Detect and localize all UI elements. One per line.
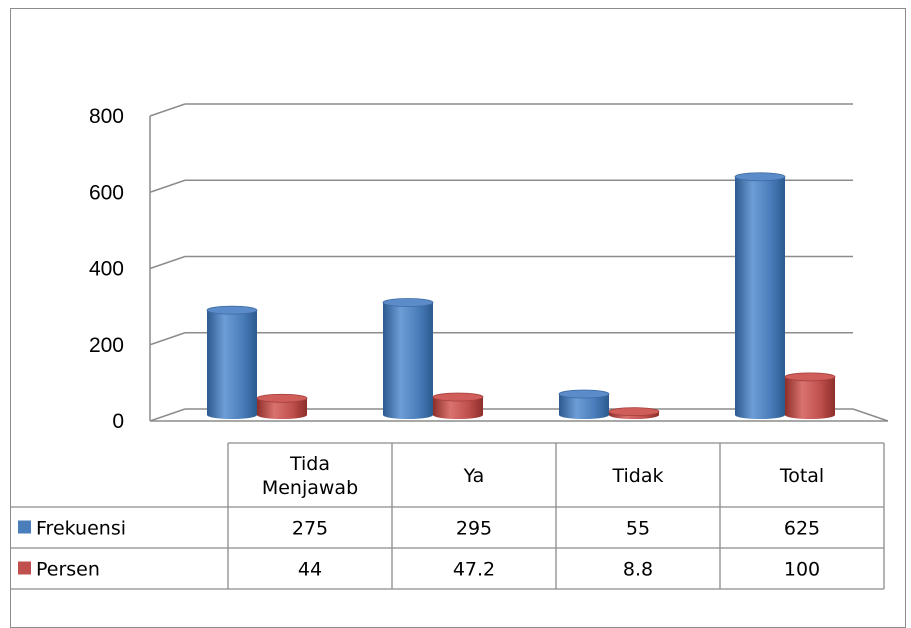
bar-persen-3 bbox=[784, 372, 836, 419]
y-tick-label: 600 bbox=[89, 181, 124, 204]
data-label: 8.8 bbox=[623, 559, 653, 581]
gridline-slant bbox=[149, 255, 186, 270]
gridline-slant bbox=[149, 408, 186, 422]
y-axis-ticks: 0 200 400 600 800 bbox=[89, 105, 124, 433]
bar-top bbox=[256, 393, 308, 403]
bar-body bbox=[735, 176, 785, 419]
legend-key-frekuensi bbox=[18, 520, 31, 534]
bar-body bbox=[383, 302, 433, 419]
data-label: 47.2 bbox=[453, 559, 495, 581]
bar-persen-0 bbox=[256, 393, 308, 419]
category-label: Tida bbox=[289, 453, 330, 475]
y-tick-label: 800 bbox=[89, 105, 124, 128]
bar-top bbox=[432, 392, 484, 402]
gridline-slant bbox=[149, 103, 186, 117]
bar-frekuensi-2 bbox=[558, 389, 610, 419]
bar-top bbox=[608, 407, 660, 417]
bar-top bbox=[382, 298, 434, 307]
y-tick-label: 200 bbox=[89, 334, 124, 357]
bar-top bbox=[558, 389, 610, 399]
bar-persen-2 bbox=[608, 407, 660, 419]
bar-top bbox=[206, 305, 258, 315]
bar-persen-1 bbox=[432, 392, 484, 419]
category-label: Menjawab bbox=[262, 477, 358, 499]
legend-key-persen bbox=[18, 561, 31, 575]
floor-right-edge bbox=[852, 408, 889, 422]
legend-label: Frekuensi bbox=[36, 518, 126, 540]
bar-top bbox=[784, 372, 836, 382]
data-label: 100 bbox=[784, 559, 820, 581]
legend-label: Persen bbox=[36, 559, 100, 581]
y-tick-label: 400 bbox=[89, 258, 124, 281]
bar-frekuensi-1 bbox=[382, 298, 434, 419]
bar-frekuensi-0 bbox=[206, 305, 258, 419]
bar-frekuensi-3 bbox=[734, 172, 786, 419]
gridline-slant bbox=[149, 332, 186, 346]
category-label: Ya bbox=[463, 465, 485, 487]
category-label: Tidak bbox=[611, 465, 663, 487]
data-label: 44 bbox=[298, 559, 322, 581]
gridline-slant bbox=[149, 179, 186, 193]
bar-body bbox=[207, 310, 257, 419]
bar-body bbox=[785, 376, 835, 419]
bar-body bbox=[433, 397, 483, 419]
bar-body bbox=[257, 398, 307, 419]
category-label: Total bbox=[779, 465, 824, 487]
bars bbox=[206, 172, 836, 419]
data-label: 275 bbox=[292, 518, 328, 540]
bar-top bbox=[734, 172, 786, 182]
data-label: 295 bbox=[456, 518, 492, 540]
data-label: 55 bbox=[626, 518, 650, 540]
bar-body bbox=[559, 394, 609, 419]
y-tick-label: 0 bbox=[112, 410, 124, 433]
data-label: 625 bbox=[784, 518, 820, 540]
